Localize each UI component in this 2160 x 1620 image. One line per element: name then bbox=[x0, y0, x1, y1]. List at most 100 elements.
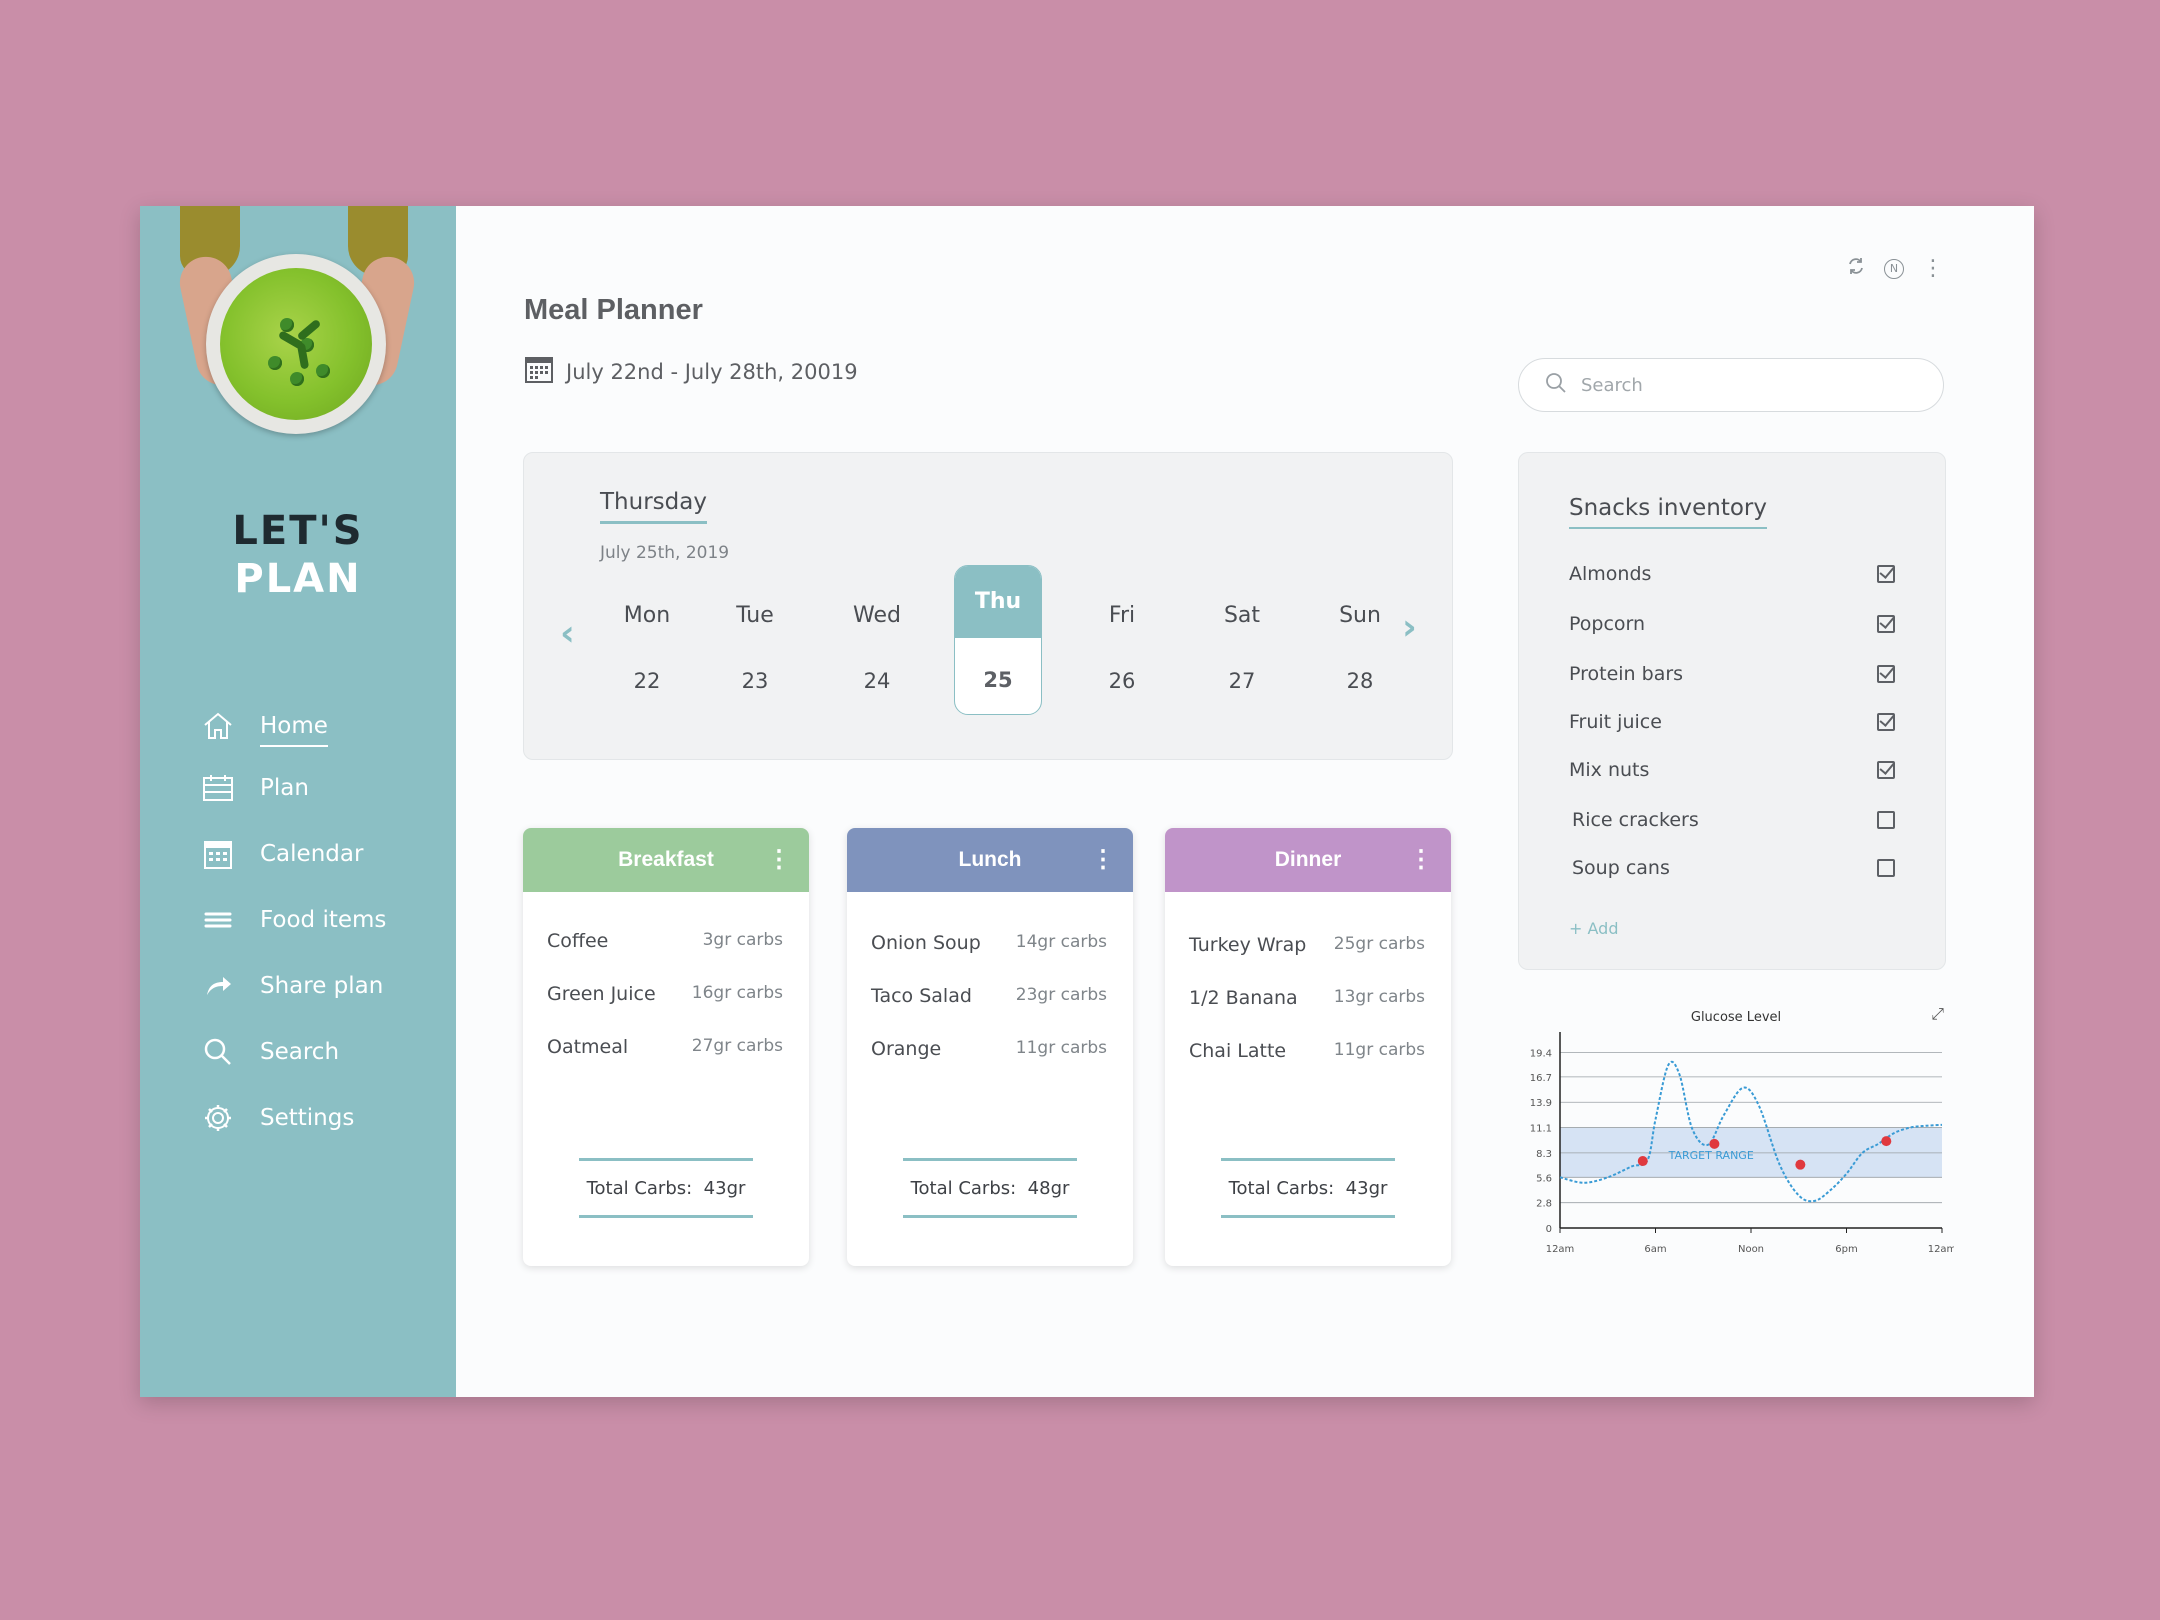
snack-name: Soup cans bbox=[1572, 857, 1670, 879]
more-options-icon[interactable]: ⋮ bbox=[1409, 846, 1433, 873]
nav-item-calendar[interactable]: Calendar bbox=[200, 834, 363, 874]
food-name: Oatmeal bbox=[547, 1036, 629, 1058]
more-options-icon[interactable]: ⋮ bbox=[1091, 846, 1115, 873]
food-carbs: 25gr carbs bbox=[1333, 934, 1425, 954]
snack-item[interactable]: Fruit juice bbox=[1569, 711, 1895, 733]
nav-item-home[interactable]: Home bbox=[200, 706, 328, 747]
more-options-icon[interactable]: ⋮ bbox=[1922, 255, 1944, 281]
nav-item-food-items[interactable]: Food items bbox=[200, 900, 386, 940]
total-label: Total Carbs: bbox=[910, 1177, 1017, 1199]
meal-card-dinner: Dinner ⋮ Turkey Wrap 25gr carbs 1/2 Banan… bbox=[1165, 828, 1451, 1266]
snack-name: Mix nuts bbox=[1569, 759, 1650, 781]
x-tick-label: 6pm bbox=[1835, 1244, 1857, 1255]
nav-item-search[interactable]: Search bbox=[200, 1032, 339, 1072]
meal-item[interactable]: Oatmeal 27gr carbs bbox=[547, 1036, 783, 1058]
date-range-text: July 22nd - July 28th, 20019 bbox=[566, 359, 858, 384]
nav-label-search: Search bbox=[260, 1039, 340, 1065]
nav-item-share-plan[interactable]: Share plan bbox=[200, 966, 383, 1006]
y-tick-label: 19.4 bbox=[1530, 1048, 1552, 1059]
day-date: 22 bbox=[633, 669, 661, 693]
week-calendar-panel: Thursday July 25th, 2019 ‹ › Mon 22 Tue … bbox=[523, 452, 1453, 760]
food-carbs: 11gr carbs bbox=[1333, 1040, 1425, 1060]
meal-item[interactable]: Coffee 3gr carbs bbox=[547, 930, 783, 952]
snack-checkbox[interactable] bbox=[1877, 761, 1895, 779]
total-label: Total Carbs: bbox=[586, 1177, 693, 1199]
next-week-button[interactable]: › bbox=[1402, 607, 1417, 648]
search-input[interactable] bbox=[1579, 373, 1883, 397]
more-options-icon[interactable]: ⋮ bbox=[767, 846, 791, 873]
meal-card-lunch: Lunch ⋮ Onion Soup 14gr carbs Taco Salad 2… bbox=[847, 828, 1133, 1266]
snack-name: Fruit juice bbox=[1569, 711, 1662, 733]
search-box[interactable] bbox=[1518, 358, 1944, 412]
week-date-range: July 22nd - July 28th, 20019 bbox=[524, 354, 858, 389]
day-date: 26 bbox=[1108, 669, 1136, 693]
refresh-icon[interactable] bbox=[1846, 256, 1866, 281]
x-tick-label: Noon bbox=[1738, 1244, 1764, 1255]
snack-checkbox[interactable] bbox=[1877, 859, 1895, 877]
meal-total: Total Carbs: 43gr bbox=[579, 1158, 753, 1218]
snack-name: Almonds bbox=[1569, 563, 1652, 585]
day-name: Tue bbox=[736, 603, 774, 628]
meal-item[interactable]: Turkey Wrap 25gr carbs bbox=[1189, 934, 1425, 956]
meal-header: Breakfast ⋮ bbox=[523, 828, 809, 892]
snack-item[interactable]: Protein bars bbox=[1569, 663, 1895, 685]
nav-label-settings: Settings bbox=[260, 1105, 355, 1131]
meal-item[interactable]: Green Juice 16gr carbs bbox=[547, 983, 783, 1005]
nav-label-home: Home bbox=[260, 713, 328, 747]
day-mon[interactable]: Mon 22 bbox=[604, 593, 690, 709]
selected-day-title: Thursday bbox=[600, 489, 707, 524]
snack-item[interactable]: Mix nuts bbox=[1569, 759, 1895, 781]
day-sat[interactable]: Sat 27 bbox=[1199, 593, 1285, 709]
snacks-inventory-panel: Snacks inventory Almonds Popcorn Protein… bbox=[1518, 452, 1946, 970]
snack-checkbox[interactable] bbox=[1877, 811, 1895, 829]
snack-item[interactable]: Rice crackers bbox=[1569, 809, 1895, 831]
day-date: 23 bbox=[741, 669, 769, 693]
meal-card-breakfast: Breakfast ⋮ Coffee 3gr carbs Green Juice 1… bbox=[523, 828, 809, 1266]
app-window: LET'S PLAN Home Plan Calendar Food items bbox=[140, 206, 2034, 1397]
meal-item[interactable]: Chai Latte 11gr carbs bbox=[1189, 1040, 1425, 1062]
food-carbs: 11gr carbs bbox=[1015, 1038, 1107, 1058]
meal-item[interactable]: Orange 11gr carbs bbox=[871, 1038, 1107, 1060]
snack-checkbox[interactable] bbox=[1877, 615, 1895, 633]
y-tick-label: 16.7 bbox=[1530, 1073, 1552, 1084]
glucose-reading-point bbox=[1795, 1159, 1806, 1170]
prev-week-button[interactable]: ‹ bbox=[560, 613, 575, 654]
meal-item[interactable]: Taco Salad 23gr carbs bbox=[871, 985, 1107, 1007]
snack-checkbox[interactable] bbox=[1877, 713, 1895, 731]
total-value: 43gr bbox=[1345, 1177, 1388, 1199]
food-name: Turkey Wrap bbox=[1189, 934, 1307, 956]
x-tick-label: 6am bbox=[1644, 1244, 1666, 1255]
plan-icon bbox=[200, 770, 236, 806]
day-tue[interactable]: Tue 23 bbox=[712, 593, 798, 709]
food-carbs: 16gr carbs bbox=[691, 983, 783, 1003]
total-value: 48gr bbox=[1027, 1177, 1070, 1199]
nav-label-food-items: Food items bbox=[260, 907, 387, 933]
y-tick-label: 11.1 bbox=[1530, 1124, 1552, 1135]
food-name: 1/2 Banana bbox=[1189, 987, 1298, 1009]
snack-item[interactable]: Soup cans bbox=[1569, 857, 1895, 879]
notification-badge[interactable]: N bbox=[1884, 258, 1904, 279]
day-fri[interactable]: Fri 26 bbox=[1079, 593, 1165, 709]
snack-checkbox[interactable] bbox=[1877, 665, 1895, 683]
meal-total: Total Carbs: 43gr bbox=[1221, 1158, 1395, 1218]
meal-item[interactable]: 1/2 Banana 13gr carbs bbox=[1189, 987, 1425, 1009]
day-wed[interactable]: Wed 24 bbox=[834, 593, 920, 709]
snack-checkbox[interactable] bbox=[1877, 565, 1895, 583]
expand-icon[interactable]: ⤢ bbox=[1931, 1004, 1944, 1023]
add-snack-button[interactable]: + Add bbox=[1569, 919, 1619, 938]
nav-item-plan[interactable]: Plan bbox=[200, 768, 309, 808]
total-label: Total Carbs: bbox=[1228, 1177, 1335, 1199]
snack-item[interactable]: Almonds bbox=[1569, 563, 1895, 585]
food-name: Chai Latte bbox=[1189, 1040, 1287, 1062]
food-carbs: 23gr carbs bbox=[1015, 985, 1107, 1005]
day-name: Mon bbox=[623, 603, 671, 628]
day-sun[interactable]: Sun 28 bbox=[1317, 593, 1403, 709]
day-name: Fri bbox=[1108, 603, 1136, 628]
nav-item-settings[interactable]: Settings bbox=[200, 1098, 354, 1138]
notification-badge-label: N bbox=[1889, 262, 1899, 275]
meal-item[interactable]: Onion Soup 14gr carbs bbox=[871, 932, 1107, 954]
target-range-band bbox=[1560, 1127, 1942, 1178]
day-thu-selected[interactable]: Thu 25 bbox=[954, 565, 1042, 715]
brand-line-1: LET'S bbox=[232, 508, 364, 554]
snack-item[interactable]: Popcorn bbox=[1569, 613, 1895, 635]
